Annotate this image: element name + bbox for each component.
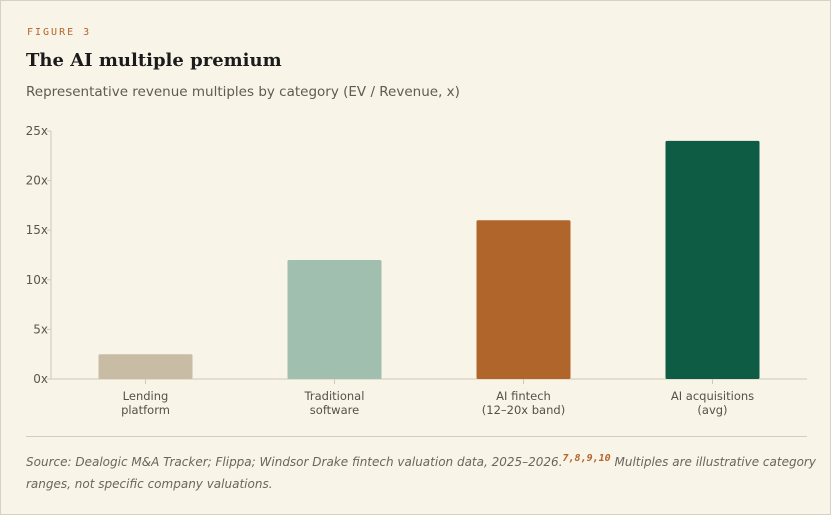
x-tick-label: AI acquisitions <box>671 389 754 403</box>
x-tick-label: platform <box>121 403 170 417</box>
source-text: Source: Dealogic M&A Tracker; Flippa; Wi… <box>26 455 563 469</box>
y-tick-label: 10x <box>26 273 48 287</box>
bar-2[interactable] <box>476 220 571 379</box>
y-tick-label: 0x <box>33 372 48 386</box>
x-tick-label: Lending <box>123 389 169 403</box>
x-tick-label: (12–20x band) <box>482 403 565 417</box>
reference-markers[interactable]: 7,8,9,10 <box>562 453 611 464</box>
x-tick-label: (avg) <box>697 403 727 417</box>
bar-1[interactable] <box>287 259 382 379</box>
y-tick-label: 20x <box>26 174 48 188</box>
y-tick-label: 15x <box>26 223 48 237</box>
figure-eyebrow: FIGURE 3 <box>27 27 92 38</box>
figure-subtitle: Representative revenue multiples by cate… <box>26 84 460 100</box>
figure-title: The AI multiple premium <box>26 50 282 71</box>
x-tick-label: software <box>310 403 359 417</box>
source-disclaimer: Multiples are illustrative category rang… <box>26 455 816 491</box>
source-note: Source: Dealogic M&A Tracker; Flippa; Wi… <box>26 451 816 495</box>
footer-divider <box>26 436 807 437</box>
bar-0[interactable] <box>98 354 193 379</box>
y-tick-label: 5x <box>33 322 48 336</box>
bar-3[interactable] <box>665 140 760 379</box>
y-tick-label: 25x <box>26 124 48 138</box>
x-tick-label: AI fintech <box>496 389 551 403</box>
x-tick-label: Traditional <box>304 389 365 403</box>
